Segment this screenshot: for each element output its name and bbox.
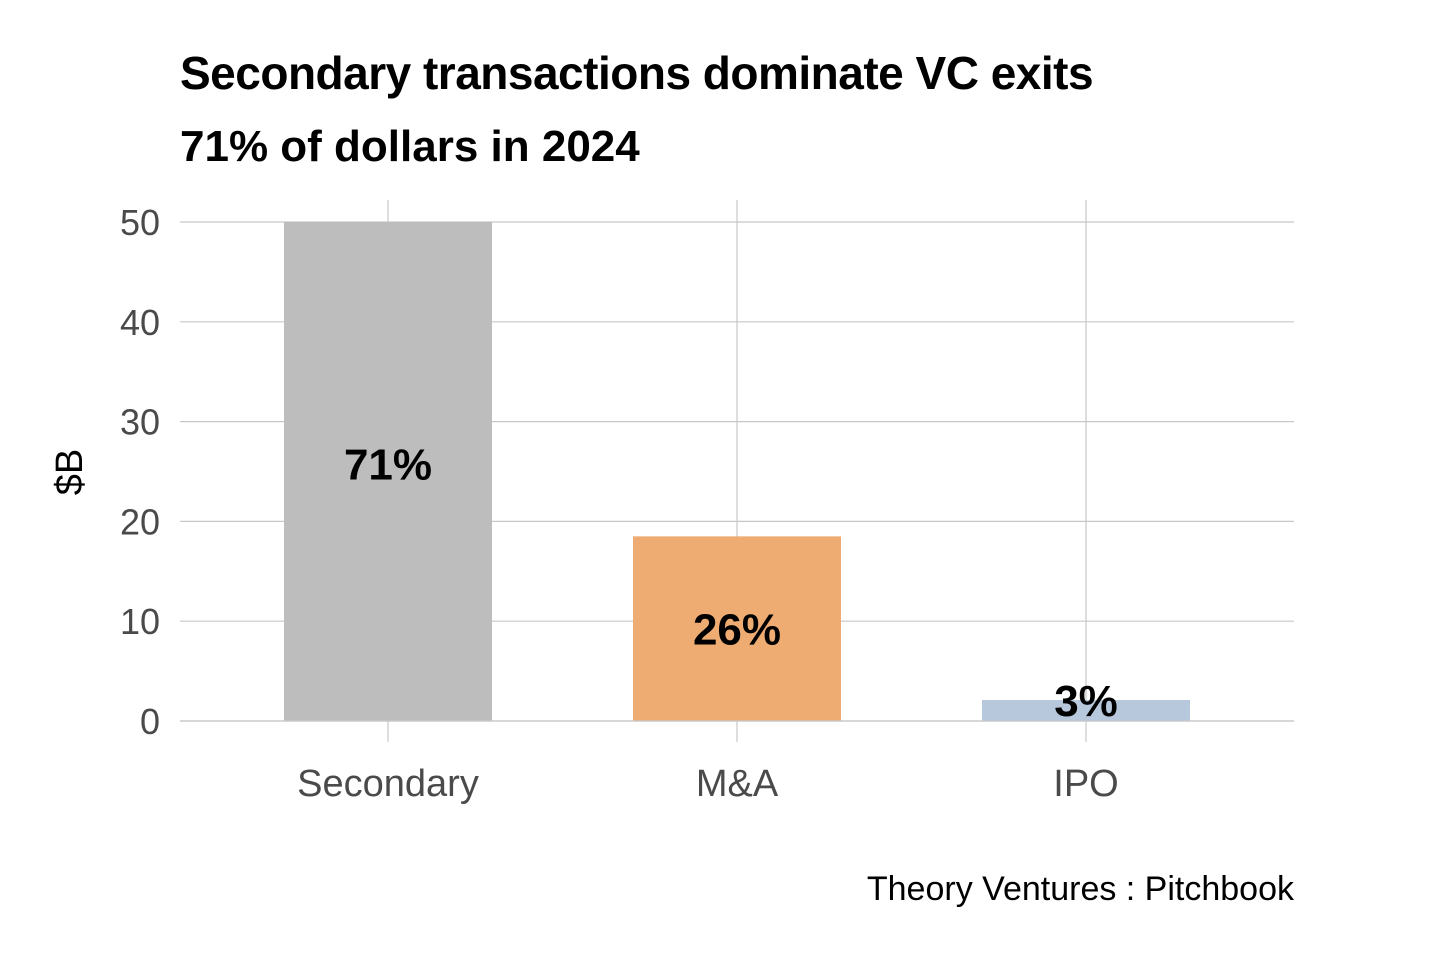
labels: 0 10 20 30 40 50 71% Secondary 26% M&A 3% IPO $B xyxy=(49,202,1294,805)
data-label-secondary: 71% xyxy=(344,441,432,490)
data-label-ipo: 3% xyxy=(1054,677,1118,726)
x-tick-label-m-a: M&A xyxy=(696,763,779,805)
x-tick-label-secondary: Secondary xyxy=(297,763,479,805)
y-tick-label-30: 30 xyxy=(120,402,160,443)
y-tick-label-0: 0 xyxy=(140,701,160,742)
data-label-m-a: 26% xyxy=(693,606,781,655)
y-tick-label-40: 40 xyxy=(120,302,160,343)
x-tick-label-ipo: IPO xyxy=(1053,763,1118,805)
bar-secondary xyxy=(284,222,492,721)
chart-subtitle: 71% of dollars in 2024 xyxy=(180,122,640,171)
source-caption: Theory Ventures : Pitchbook xyxy=(866,870,1294,908)
y-tick-label-10: 10 xyxy=(120,601,160,642)
y-axis-label: $B xyxy=(49,449,91,495)
chart-title: Secondary transactions dominate VC exits xyxy=(180,47,1094,99)
bar-m-a xyxy=(633,536,841,721)
y-tick-label-50: 50 xyxy=(120,202,160,243)
y-tick-label-20: 20 xyxy=(120,501,160,542)
bar-ipo xyxy=(982,700,1190,721)
bars xyxy=(284,222,1190,721)
